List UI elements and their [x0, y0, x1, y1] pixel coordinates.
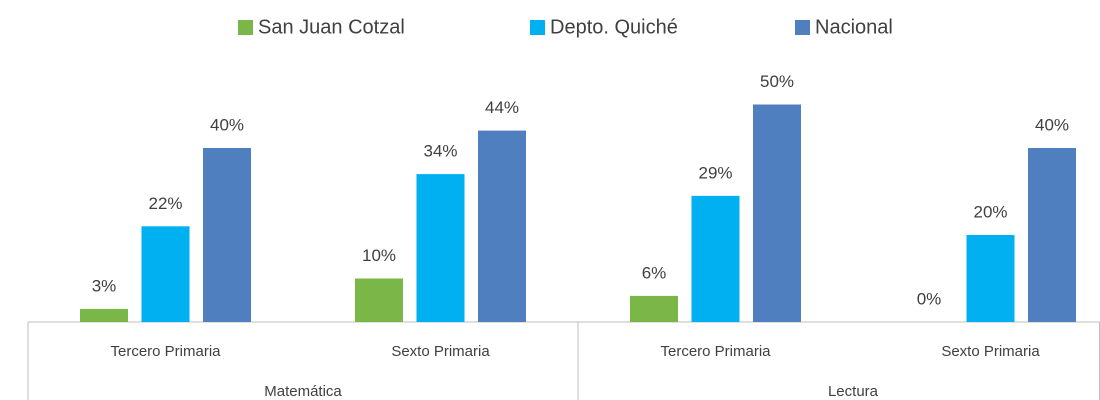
bar	[966, 235, 1015, 322]
legend-swatch	[795, 20, 810, 35]
bar	[753, 104, 801, 322]
group-label: Lectura	[828, 383, 879, 400]
bar	[141, 226, 190, 322]
category-label: Sexto Primaria	[391, 343, 490, 360]
category-label: Tercero Primaria	[110, 343, 221, 360]
value-label: 50%	[760, 72, 794, 91]
legend-label: San Juan Cotzal	[258, 16, 405, 38]
value-label: 0%	[917, 289, 942, 308]
legend-label: Nacional	[815, 16, 893, 38]
bar	[416, 174, 465, 322]
group-label: Matemática	[264, 383, 342, 400]
bar	[478, 130, 526, 322]
value-label: 44%	[485, 98, 519, 117]
legend-swatch	[530, 20, 545, 35]
bar	[1028, 148, 1076, 322]
value-label: 22%	[148, 194, 182, 213]
value-label: 40%	[210, 115, 244, 134]
value-label: 3%	[92, 276, 117, 295]
bar	[630, 295, 678, 322]
bar	[80, 308, 128, 322]
legend-swatch	[238, 20, 253, 35]
bar	[203, 148, 251, 322]
bar	[691, 195, 740, 322]
value-label: 34%	[423, 142, 457, 161]
value-label: 6%	[642, 263, 667, 282]
value-label: 40%	[1035, 115, 1069, 134]
value-label: 29%	[698, 163, 732, 182]
value-label: 10%	[362, 246, 396, 265]
value-label: 20%	[973, 202, 1007, 221]
bar	[355, 278, 403, 322]
category-label: Sexto Primaria	[941, 343, 1040, 360]
category-label: Tercero Primaria	[660, 343, 771, 360]
legend-label: Depto. Quiché	[550, 16, 678, 38]
